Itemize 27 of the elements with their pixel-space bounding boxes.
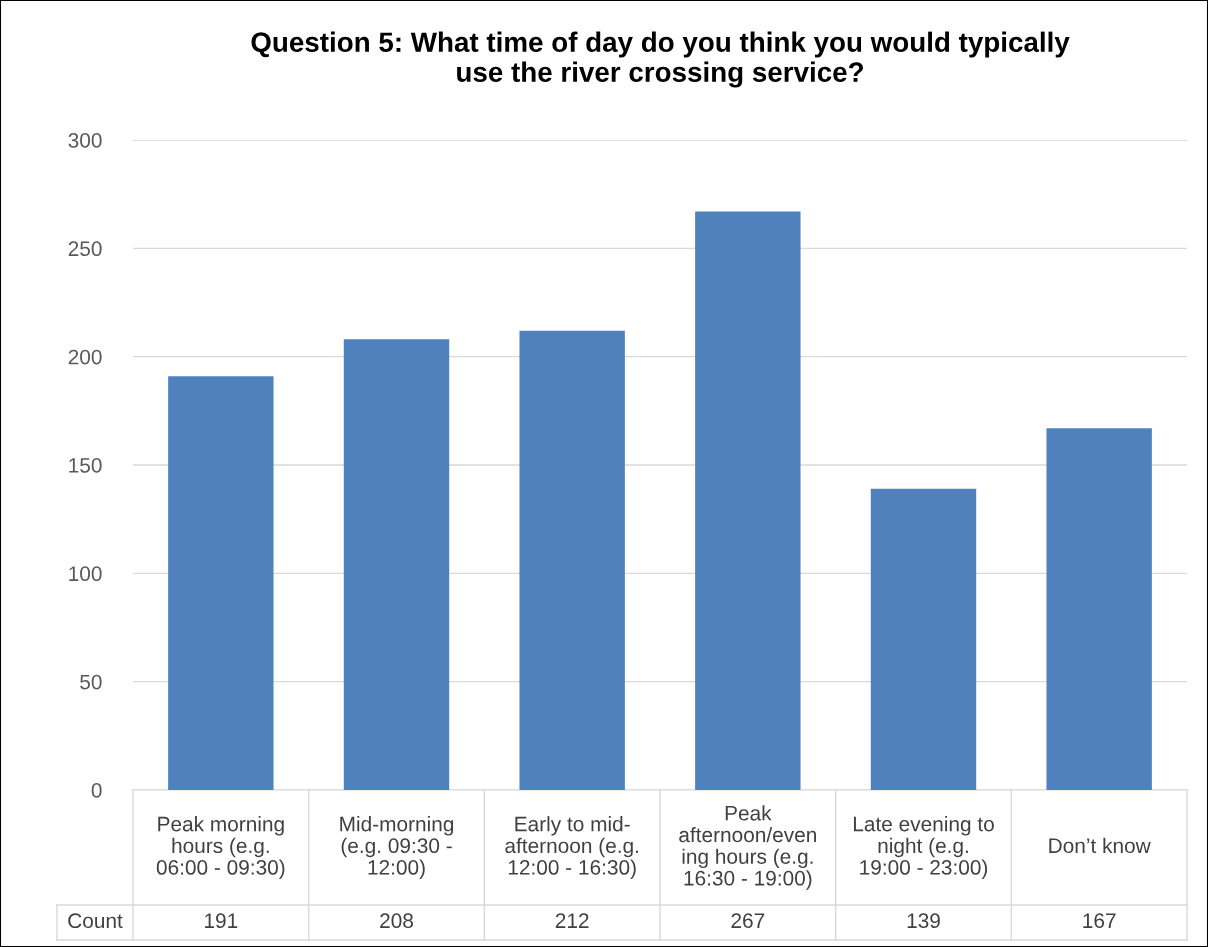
- bar: [1046, 428, 1152, 790]
- y-tick-label: 150: [69, 458, 102, 473]
- data-label: 267: [731, 913, 765, 929]
- chart-title: Question 5: What time of day do you think you would typically use the river crossing service?: [251, 31, 1070, 88]
- x-tick-label: Peak afternoon/even ing hours (e.g. 16:30 - 19:00): [679, 805, 816, 890]
- y-tick-label: 0: [91, 783, 102, 798]
- y-tick-label: 100: [69, 566, 102, 582]
- data-label: 167: [1083, 913, 1116, 929]
- x-tick-label: Mid-morning (e.g. 09:30 - 12:00): [340, 816, 454, 879]
- x-tick-label: Don’t know: [1049, 837, 1151, 854]
- x-tick-label: Peak morning hours (e.g. 06:00 - 09:30): [156, 816, 285, 879]
- data-label: 212: [555, 913, 589, 928]
- y-tick-label: 300: [68, 133, 102, 148]
- x-tick-label: Early to mid- afternoon (e.g. 12:00 - 16:30): [505, 816, 639, 879]
- bar: [695, 211, 801, 790]
- text: Count: [68, 913, 123, 929]
- bar: [168, 376, 274, 790]
- y-tick-label: 50: [80, 674, 102, 690]
- data-label: 191: [205, 913, 238, 929]
- bar: [870, 488, 977, 790]
- data-label: 139: [907, 913, 940, 929]
- y-tick-label: 250: [68, 241, 102, 257]
- x-tick-label: Late evening to night (e.g. 19:00 - 23:00): [853, 816, 994, 879]
- data-label: 208: [380, 913, 413, 929]
- y-tick-label: 200: [68, 349, 102, 365]
- bar: [343, 339, 450, 790]
- bar: [519, 330, 625, 790]
